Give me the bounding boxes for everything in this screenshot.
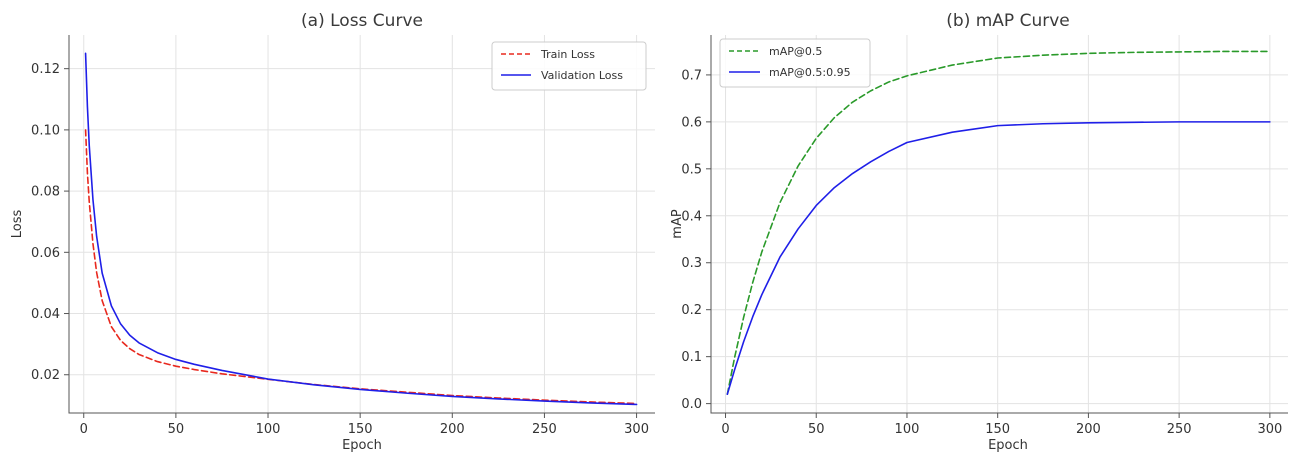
map-chart-x-ticks: 0 50 100 150 200 250 300 <box>721 413 1282 437</box>
map-chart-x-tick-label: 200 <box>1076 422 1101 437</box>
loss-chart-x-tick-label: 250 <box>532 422 557 437</box>
loss-chart-gridlines <box>69 35 655 413</box>
map-chart-y-tick-label: 0.4 <box>681 209 702 224</box>
map-chart-x-tick-label: 100 <box>895 422 920 437</box>
map-chart-series <box>726 50 1271 396</box>
map-chart-y-ticks: 0.0 0.1 0.2 0.3 0.4 0.5 0.6 0.7 <box>681 68 711 412</box>
map-chart-legend: mAP@0.5 mAP@0.5:0.95 <box>719 38 871 88</box>
loss-chart-title: (a) Loss Curve <box>301 11 423 31</box>
map-chart-axes <box>710 35 1288 414</box>
loss-chart-y-tick-label: 0.10 <box>31 123 60 138</box>
loss-chart-x-tick-label: 0 <box>80 422 88 437</box>
legend-map50-label: mAP@0.5 <box>769 45 822 58</box>
map-chart-y-tick-label: 0.0 <box>681 397 702 412</box>
map-chart-title: (b) mAP Curve <box>946 11 1069 31</box>
map-chart-x-tick-label: 250 <box>1167 422 1192 437</box>
loss-chart-y-tick-label: 0.06 <box>31 246 60 261</box>
map-chart-gridlines <box>711 35 1288 413</box>
map-chart-series-map5095-line <box>726 121 1271 396</box>
loss-chart-x-tick-label: 50 <box>168 422 185 437</box>
map-chart-x-tick-label: 300 <box>1257 422 1282 437</box>
legend-train-loss-label: Train Loss <box>540 48 595 61</box>
map-chart-y-tick-label: 0.2 <box>681 303 702 318</box>
loss-chart-x-tick-label: 150 <box>348 422 373 437</box>
map-chart-x-axis-label: Epoch <box>988 438 1028 453</box>
map-chart-y-tick-label: 0.6 <box>681 115 702 130</box>
loss-chart-y-axis-label: Loss <box>10 210 25 239</box>
map-chart-x-tick-label: 0 <box>721 422 729 437</box>
loss-chart-axes <box>68 35 655 414</box>
loss-chart-x-tick-label: 100 <box>256 422 281 437</box>
map-chart-y-tick-label: 0.5 <box>681 162 702 177</box>
map-chart-y-tick-label: 0.7 <box>681 68 702 83</box>
loss-chart-legend: Train Loss Validation Loss <box>491 41 647 91</box>
map-chart-x-tick-label: 150 <box>985 422 1010 437</box>
loss-chart-y-tick-label: 0.08 <box>31 185 60 200</box>
loss-chart-series-train-line <box>84 129 638 405</box>
loss-chart-x-ticks: 0 50 100 150 200 250 300 <box>80 413 649 437</box>
map-chart-y-tick-label: 0.3 <box>681 256 702 271</box>
map-chart-x-tick-label: 50 <box>808 422 825 437</box>
loss-chart-series <box>84 52 638 406</box>
legend-validation-loss-label: Validation Loss <box>541 69 623 82</box>
loss-chart-y-tick-label: 0.04 <box>31 307 60 322</box>
map-chart-y-tick-label: 0.1 <box>681 350 702 365</box>
map-chart-panel: (b) mAP Curve 0 50 100 150 200 250 300 0.00.10… <box>670 11 1288 453</box>
loss-chart-x-tick-label: 200 <box>440 422 465 437</box>
loss-chart-panel: (a) Loss Curve 0 50 100 150 200 250 300 0.020.… <box>10 11 655 453</box>
loss-chart-y-tick-label: 0.12 <box>31 62 60 77</box>
loss-chart-x-tick-label: 300 <box>624 422 649 437</box>
map-chart-series-map50-line <box>726 50 1271 396</box>
loss-chart-y-ticks: 0.02 0.04 0.06 0.08 0.10 0.12 <box>31 62 69 383</box>
loss-chart-series-validation-line <box>84 52 638 406</box>
map-chart-y-axis-label: mAP <box>670 209 685 239</box>
loss-chart-x-axis-label: Epoch <box>342 438 382 453</box>
legend-map5095-label: mAP@0.5:0.95 <box>769 66 851 79</box>
loss-chart-y-tick-label: 0.02 <box>31 368 60 383</box>
